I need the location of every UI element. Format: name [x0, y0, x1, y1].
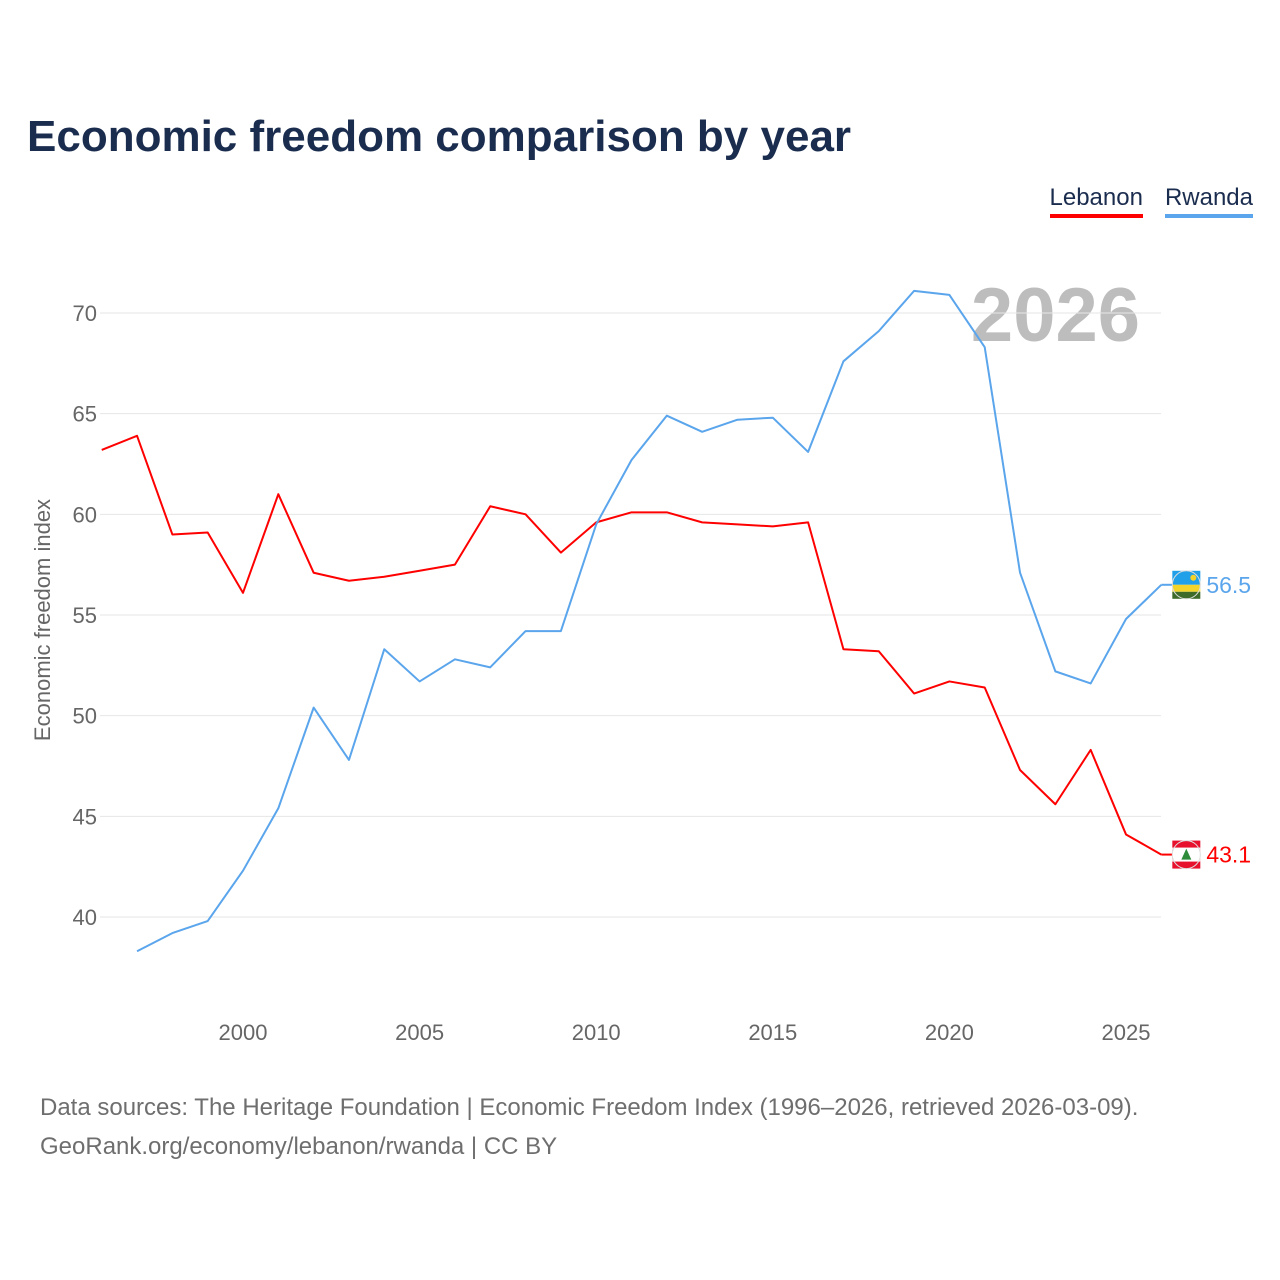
y-tick-label: 45: [73, 804, 97, 829]
x-tick-label: 2020: [925, 1020, 974, 1045]
source-note: Data sources: The Heritage Foundation | …: [40, 1088, 1138, 1166]
chart-title: Economic freedom comparison by year: [27, 112, 852, 161]
y-tick-label: 50: [73, 704, 97, 729]
x-tick-label: 2000: [219, 1020, 268, 1045]
series-line-rwanda: [136, 289, 1163, 953]
cedar-icon: [1181, 848, 1192, 860]
flag-icon-rwanda: [1172, 570, 1201, 585]
flag-outline: [1171, 570, 1201, 600]
flag-icon-rwanda: [1172, 591, 1201, 599]
legend-item-lebanon[interactable]: Lebanon: [1049, 184, 1143, 218]
x-tick-label: 2025: [1102, 1020, 1151, 1045]
y-tick-label: 65: [73, 402, 97, 427]
flag-sun-icon: [1190, 574, 1197, 581]
y-axis-label: Economic freedom index: [30, 499, 55, 741]
end-value-label: 43.1: [1206, 842, 1251, 868]
legend: Lebanon Rwanda: [1049, 184, 1253, 218]
flag-icon-rwanda: [1172, 584, 1201, 592]
y-tick-label: 40: [73, 905, 97, 930]
legend-item-rwanda[interactable]: Rwanda: [1164, 184, 1253, 218]
x-tick-label: 2005: [395, 1020, 444, 1045]
source-line-2[interactable]: GeoRank.org/economy/lebanon/rwanda | CC …: [40, 1133, 558, 1160]
series-line-lebanon: [101, 434, 1162, 856]
end-value-label: 56.5: [1206, 572, 1251, 598]
y-tick-label: 70: [73, 301, 97, 326]
x-tick-label: 2010: [572, 1020, 621, 1045]
y-tick-label: 60: [73, 502, 97, 527]
watermark-year: 2026: [971, 273, 1140, 358]
y-tick-label: 55: [73, 603, 97, 628]
x-tick-label: 2015: [748, 1020, 797, 1045]
flag-outline: [1171, 840, 1201, 870]
source-line-1: Data sources: The Heritage Foundation | …: [40, 1094, 1139, 1121]
